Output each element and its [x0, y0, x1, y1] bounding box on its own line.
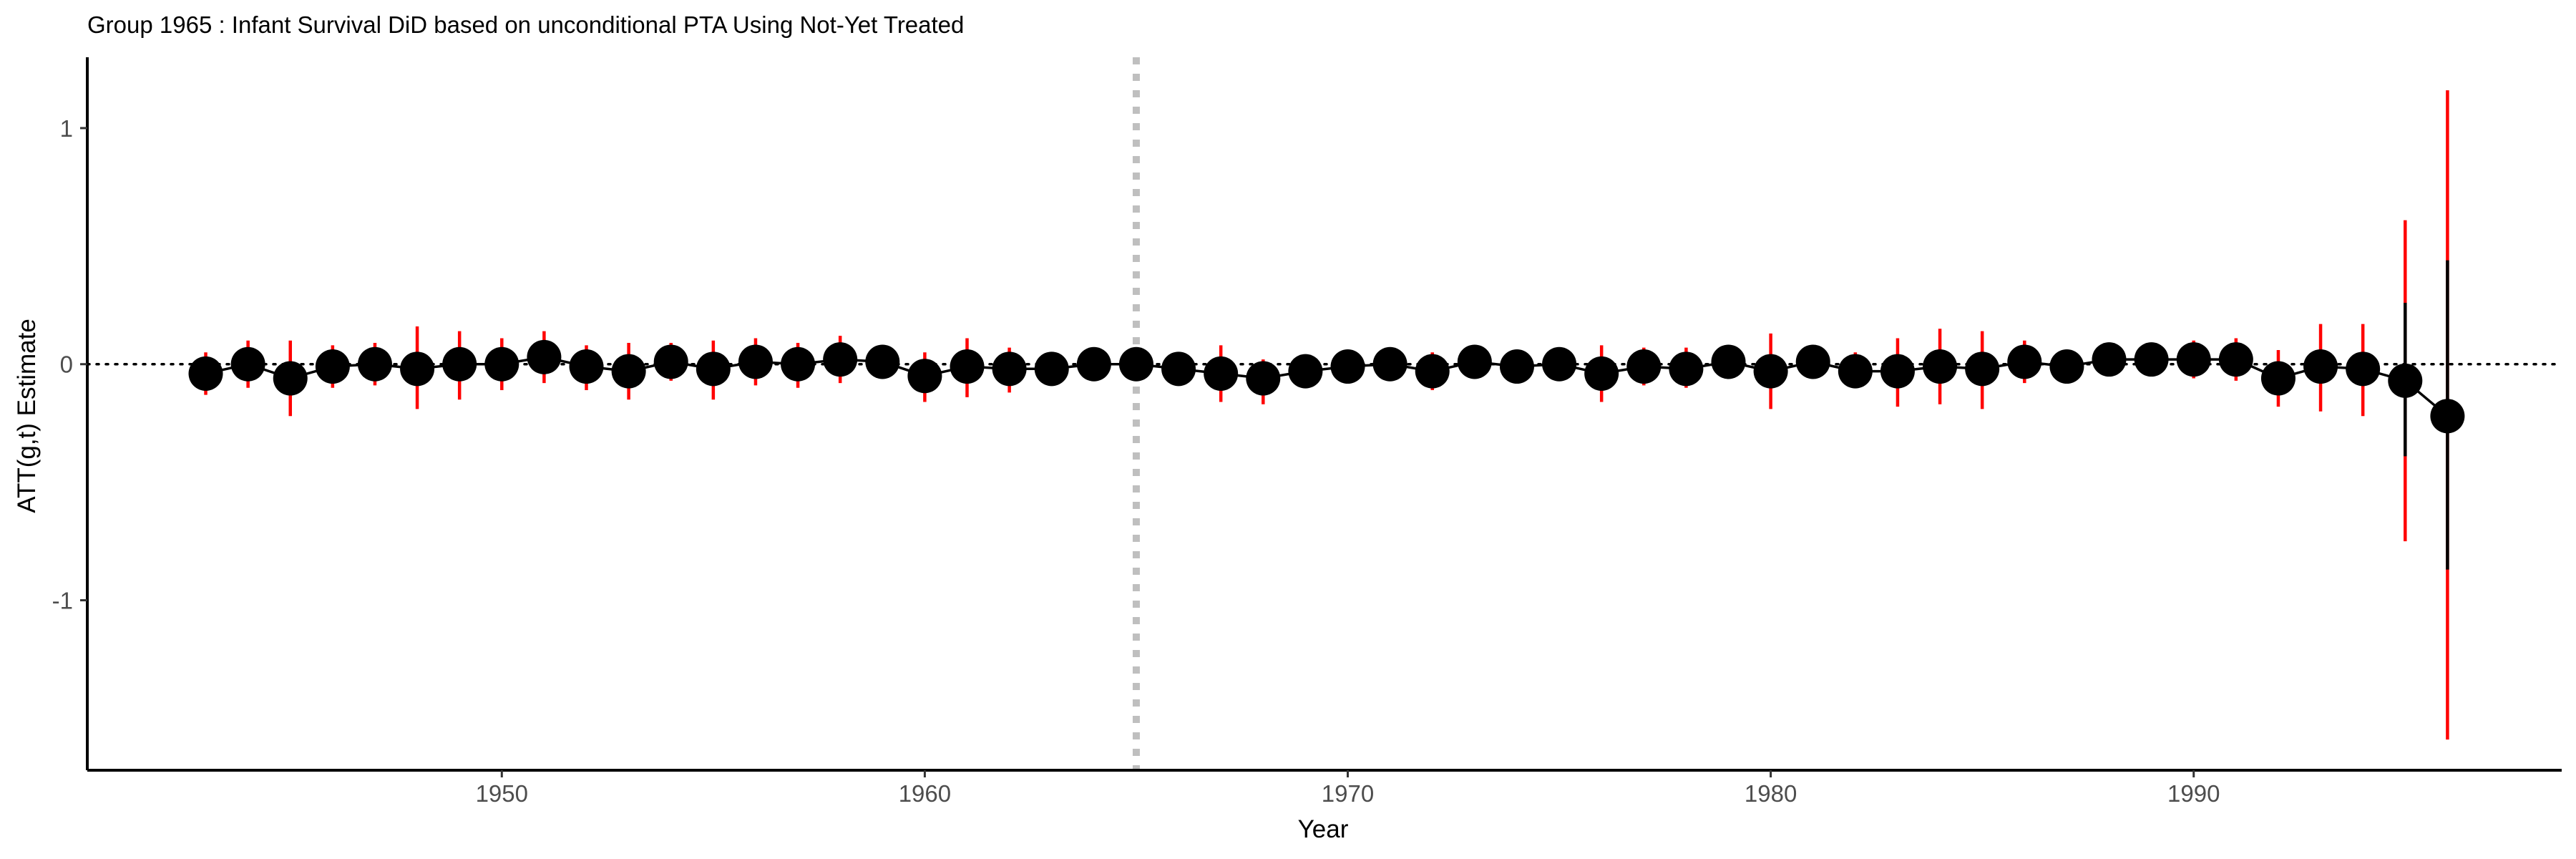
x-axis-label: Year [1298, 815, 1349, 843]
point-1994 [2346, 351, 2381, 387]
point-1956 [738, 344, 773, 379]
point-1962 [992, 351, 1027, 387]
point-1985 [1965, 351, 2000, 387]
point-1954 [653, 344, 688, 379]
x-tick-label-1960: 1960 [899, 780, 951, 807]
point-1971 [1372, 346, 1407, 382]
point-1951 [527, 339, 562, 374]
point-1975 [1542, 346, 1577, 382]
point-1974 [1499, 349, 1534, 384]
point-1957 [781, 346, 816, 382]
x-tick-label-1970: 1970 [1322, 780, 1374, 807]
point-1987 [2049, 349, 2084, 384]
point-1943 [188, 356, 223, 391]
point-1968 [1246, 361, 1281, 396]
point-1966 [1161, 351, 1196, 387]
point-1992 [2260, 361, 2296, 396]
point-1947 [357, 346, 392, 382]
x-tick-label-1980: 1980 [1745, 780, 1797, 807]
point-1982 [1838, 354, 1873, 389]
point-1964 [1076, 346, 1111, 382]
point-1988 [2092, 342, 2127, 377]
chart-title: Group 1965 : Infant Survival DiD based o… [87, 11, 964, 38]
point-1973 [1457, 344, 1492, 379]
point-1996 [2430, 399, 2465, 434]
point-1958 [823, 342, 858, 377]
point-1955 [696, 351, 731, 387]
point-1959 [865, 344, 900, 379]
point-1952 [569, 349, 604, 384]
point-1944 [230, 346, 265, 382]
point-1961 [950, 349, 985, 384]
point-1969 [1288, 354, 1323, 389]
y-axis-label: ATT(g,t) Estimate [13, 319, 41, 513]
point-1984 [1923, 349, 1958, 384]
point-1965 [1118, 346, 1153, 382]
point-1970 [1330, 349, 1365, 384]
point-1980 [1753, 354, 1788, 389]
point-1993 [2303, 349, 2338, 384]
point-1963 [1034, 351, 1069, 387]
plot-area: 1950 1960 1970 1980 1990 -1 0 1 [52, 57, 2563, 807]
point-1972 [1415, 354, 1450, 389]
y-tick-label-0: -1 [52, 588, 73, 614]
point-1989 [2134, 342, 2169, 377]
point-1948 [400, 351, 435, 387]
y-tick-label-1: 0 [60, 351, 73, 378]
point-1995 [2388, 363, 2423, 398]
y-tick-label-2: 1 [60, 115, 73, 142]
point-1986 [2007, 344, 2042, 379]
point-1946 [315, 349, 350, 384]
point-1990 [2176, 342, 2211, 377]
point-1945 [273, 361, 308, 396]
point-1978 [1669, 351, 1704, 387]
point-1950 [484, 346, 519, 382]
point-1983 [1880, 354, 1915, 389]
point-1949 [442, 346, 477, 382]
point-1967 [1204, 356, 1239, 391]
point-1981 [1795, 344, 1830, 379]
point-1953 [611, 354, 646, 389]
point-1977 [1626, 349, 1662, 384]
point-1991 [2218, 342, 2253, 377]
point-1979 [1711, 344, 1746, 379]
point-1960 [907, 359, 942, 394]
point-1976 [1584, 356, 1619, 391]
x-tick-label-1950: 1950 [476, 780, 528, 807]
x-tick-label-1990: 1990 [2167, 780, 2220, 807]
